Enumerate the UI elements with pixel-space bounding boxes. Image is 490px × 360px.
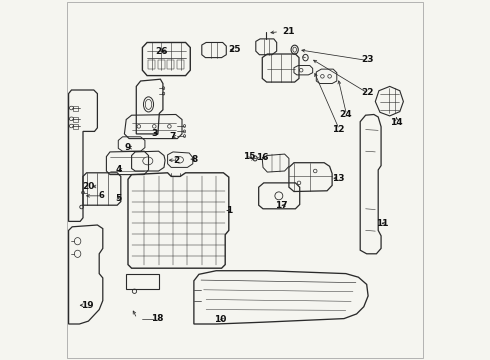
Text: 25: 25 xyxy=(229,45,241,54)
Text: 13: 13 xyxy=(332,174,344,183)
Bar xyxy=(176,60,184,69)
Text: 17: 17 xyxy=(275,201,288,210)
Text: 23: 23 xyxy=(361,55,374,64)
Bar xyxy=(73,117,78,122)
Text: 5: 5 xyxy=(115,194,122,202)
Text: 21: 21 xyxy=(282,27,294,36)
Text: 19: 19 xyxy=(81,301,94,310)
Bar xyxy=(73,124,78,129)
Text: 11: 11 xyxy=(376,220,389,229)
Text: 24: 24 xyxy=(340,110,352,119)
Text: 26: 26 xyxy=(155,47,168,56)
Text: 15: 15 xyxy=(243,152,256,161)
Text: 10: 10 xyxy=(214,315,226,324)
Text: 9: 9 xyxy=(125,143,131,152)
Bar xyxy=(157,60,165,69)
Bar xyxy=(167,60,174,69)
Text: 4: 4 xyxy=(115,166,122,175)
Bar xyxy=(73,106,78,111)
Text: 3: 3 xyxy=(151,129,157,138)
Text: 16: 16 xyxy=(256,153,269,162)
Text: 8: 8 xyxy=(192,155,198,163)
Text: 14: 14 xyxy=(390,118,402,127)
Text: 2: 2 xyxy=(173,156,180,165)
Bar xyxy=(126,274,159,289)
Text: 1: 1 xyxy=(226,206,232,215)
Text: 22: 22 xyxy=(361,89,374,98)
Text: 12: 12 xyxy=(332,125,345,134)
Text: 20: 20 xyxy=(82,182,95,191)
Bar xyxy=(148,60,155,69)
Text: 6: 6 xyxy=(98,192,104,200)
Text: 18: 18 xyxy=(150,314,163,323)
Text: 7: 7 xyxy=(169,132,175,141)
